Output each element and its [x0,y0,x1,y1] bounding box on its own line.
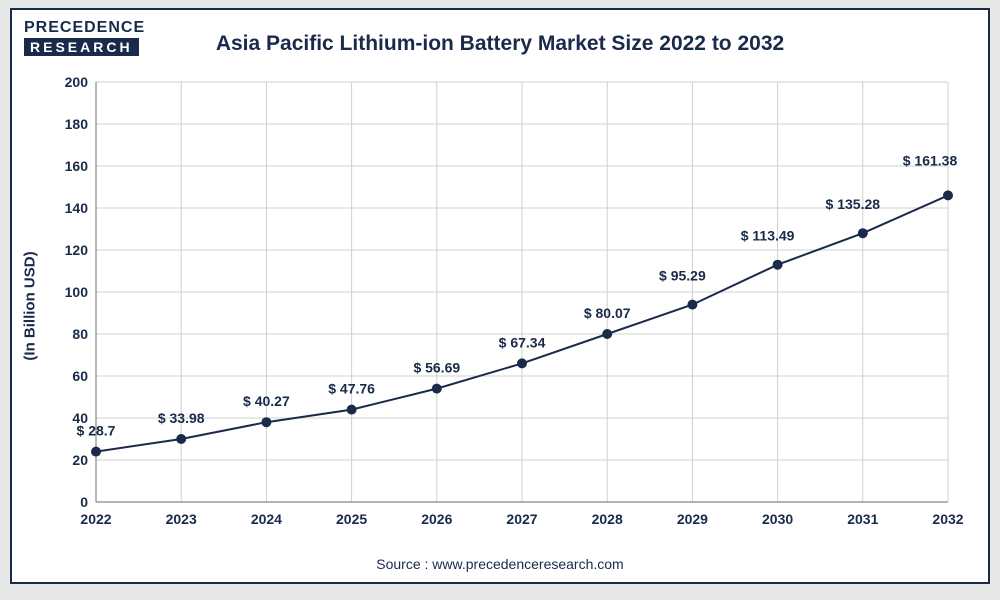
data-point [943,190,953,200]
y-tick-label: 100 [65,284,89,300]
x-tick-label: 2030 [762,511,793,527]
y-tick-label: 180 [65,116,89,132]
y-tick-label: 60 [72,368,88,384]
x-tick-label: 2026 [421,511,452,527]
data-point [261,417,271,427]
source-text: Source : www.precedenceresearch.com [12,556,988,572]
data-point [687,300,697,310]
data-point [773,260,783,270]
data-label: $ 135.28 [826,196,881,212]
y-tick-label: 120 [65,242,89,258]
data-label: $ 161.38 [903,152,958,168]
data-point [858,228,868,238]
x-tick-label: 2024 [251,511,282,527]
y-tick-label: 140 [65,200,89,216]
line-chart-svg: 0204060801001201401601802002022202320242… [34,72,966,540]
x-tick-label: 2028 [592,511,623,527]
x-tick-label: 2022 [80,511,111,527]
data-label: $ 95.29 [659,268,706,284]
y-tick-label: 160 [65,158,89,174]
y-tick-label: 0 [80,494,88,510]
data-point [432,384,442,394]
y-tick-label: 80 [72,326,88,342]
data-point [176,434,186,444]
data-label: $ 47.76 [328,381,375,397]
y-tick-label: 20 [72,452,88,468]
data-point [347,405,357,415]
x-tick-label: 2031 [847,511,878,527]
data-point [517,358,527,368]
chart-area: (In Billion USD) 02040608010012014016018… [34,72,966,540]
data-point [602,329,612,339]
chart-frame: PRECEDENCE RESEARCH Asia Pacific Lithium… [10,8,990,584]
data-point [91,447,101,457]
data-label: $ 67.34 [499,334,546,350]
y-tick-label: 200 [65,74,89,90]
data-label: $ 40.27 [243,393,290,409]
data-label: $ 113.49 [741,228,795,244]
x-tick-label: 2023 [166,511,197,527]
x-tick-label: 2025 [336,511,367,527]
x-tick-label: 2029 [677,511,708,527]
data-label: $ 56.69 [413,360,460,376]
x-tick-label: 2027 [506,511,537,527]
data-label: $ 33.98 [158,410,205,426]
data-label: $ 28.7 [77,423,116,439]
chart-title: Asia Pacific Lithium-ion Battery Market … [12,32,988,56]
data-label: $ 80.07 [584,305,631,321]
x-tick-label: 2032 [932,511,963,527]
